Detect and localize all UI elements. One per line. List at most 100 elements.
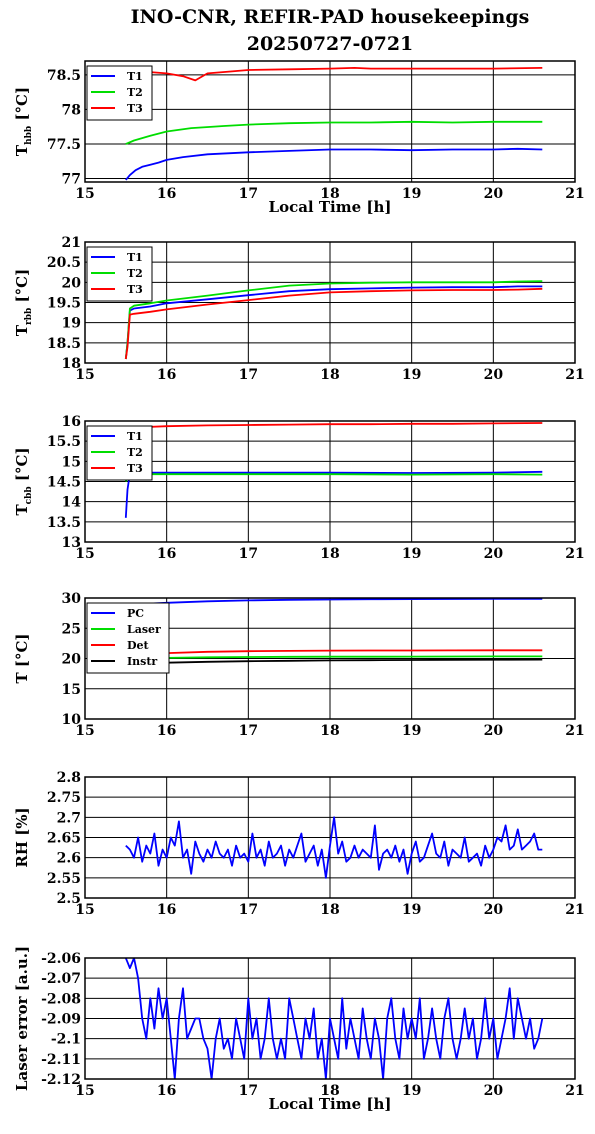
x-tick-label: 20: [484, 1083, 504, 1099]
plot-frame: [84, 241, 576, 364]
x-tick-label: 20: [484, 723, 504, 739]
x-tick-label: 21: [565, 186, 584, 202]
legend-label: T1: [127, 430, 143, 443]
panels: 15 16 17 18 19 20 21 77 77.5 78 78.5 T1 T2 T3 Thbb [°C…: [13, 60, 585, 1113]
legend: T1 T2 T3: [86, 246, 153, 302]
x-tick-label: 17: [239, 186, 258, 202]
x-tick-label: 17: [239, 367, 258, 383]
y-axis-label: Thbb [°C]: [13, 87, 34, 156]
series-line-t1: [125, 147, 543, 181]
x-tick-label: 21: [565, 1083, 584, 1099]
y-tick-label: 30: [62, 591, 82, 607]
y-tick-label: 13.5: [47, 515, 81, 531]
y-tick-label: -2.1: [51, 1032, 81, 1048]
x-tick-label: 19: [402, 186, 421, 202]
legend: T1 T2 T3: [86, 425, 153, 481]
y-tick-label: 13: [62, 535, 81, 551]
y-tick-label: 21: [62, 235, 81, 251]
y-tick-label: 2.75: [47, 790, 81, 806]
y-tick-label: 78.5: [47, 68, 81, 84]
x-tick-label: 19: [402, 367, 421, 383]
chart-panel-4: 15 16 17 18 19 20 211015202530PCLaserDetInstrT…: [13, 591, 585, 739]
plot-frame: [84, 597, 576, 720]
y-axis-label: RH [%]: [13, 807, 31, 867]
y-axis-label-subscript: hbb: [24, 126, 34, 145]
y-tick-label: -2.11: [41, 1052, 81, 1068]
legend-label: T3: [127, 102, 143, 115]
series-line-data: [124, 958, 544, 1079]
legend-label: T3: [127, 462, 143, 475]
legend-label: T2: [127, 446, 143, 459]
x-tick-label: 15: [75, 546, 94, 562]
y-tick-label: 16: [62, 414, 81, 430]
chart-panel-3: 15 16 17 18 19 20 21 13 13.5 14 14.5 15 15.5 16 T1 T2 T3…: [13, 414, 585, 562]
x-tick-label: 19: [402, 1083, 421, 1099]
y-tick-label: 14.5: [47, 475, 81, 491]
x-axis-label: Local Time [h]: [269, 1095, 392, 1113]
legend: PC Laser Det Instr: [86, 602, 170, 674]
y-tick-label: 2.55: [47, 871, 81, 887]
y-axis-label-unit: [°C]: [13, 447, 31, 486]
series-line-data: [125, 816, 543, 879]
x-tick-label: 16: [157, 367, 176, 383]
y-tick-label: 14: [62, 495, 82, 511]
y-axis-label-unit: [°C]: [13, 87, 31, 126]
figure-title: INO-CNR, REFIR-PAD housekeepings: [131, 6, 530, 28]
x-tick-label: 19: [402, 902, 421, 918]
y-tick-label: 20.5: [47, 255, 81, 271]
y-tick-label: 2.65: [47, 831, 81, 847]
y-tick-label: 77.5: [47, 137, 81, 153]
y-tick-label: 18: [62, 356, 81, 372]
y-axis-label-main: T: [13, 144, 31, 156]
chart-panel-2: 15 16 17 18 19 20 21 18 18.5 19 19.5 20 20.5 21 T1 T2 T3…: [13, 235, 585, 383]
y-tick-label: 19.5: [47, 296, 81, 312]
x-tick-label: 17: [239, 1083, 258, 1099]
y-tick-label: 10: [62, 712, 82, 728]
series-line-det: [125, 649, 543, 658]
y-tick-label: 15: [62, 682, 81, 698]
x-tick-label: 17: [239, 723, 258, 739]
y-axis-label-main: T: [13, 324, 31, 336]
x-tick-label: 18: [320, 186, 339, 202]
figure-subtitle: 20250727-0721: [247, 33, 414, 55]
x-tick-label: 15: [75, 186, 94, 202]
series-line-t1: [124, 470, 543, 518]
x-tick-label: 18: [320, 367, 339, 383]
y-tick-label: 77: [62, 172, 81, 188]
x-tick-label: 16: [157, 546, 176, 562]
x-tick-label: 18: [320, 1083, 339, 1099]
y-tick-label: 78: [62, 102, 81, 118]
legend-label: T2: [127, 267, 143, 280]
x-tick-label: 20: [484, 546, 504, 562]
y-tick-label: -2.07: [41, 971, 81, 987]
y-axis-label-main: RH [%]: [13, 807, 31, 867]
y-tick-label: 20: [62, 275, 82, 291]
x-tick-label: 16: [157, 1083, 176, 1099]
y-tick-label: 2.7: [57, 810, 81, 826]
y-tick-label: 15.5: [47, 434, 81, 450]
x-tick-label: 17: [239, 546, 258, 562]
y-axis-label-main: T: [13, 504, 31, 516]
y-axis-label-main: T [°C]: [13, 633, 31, 683]
series-line-t2: [125, 120, 543, 145]
x-tick-label: 16: [157, 723, 176, 739]
chart-panel-6: 15 16 17 18 19 20 21 -2.12 -2.11 -2.1 -2.09 -2.08 -2…: [13, 946, 585, 1113]
legend-label: Laser: [127, 623, 161, 636]
plot-frame: [84, 957, 576, 1080]
y-axis-label-subscript: rbb: [24, 308, 34, 325]
plot-frame: [84, 776, 576, 899]
x-tick-label: 21: [565, 546, 584, 562]
y-axis-label: T [°C]: [13, 633, 31, 683]
series-line-t3: [125, 422, 543, 429]
x-tick-label: 17: [239, 902, 258, 918]
chart-panel-5: 15 16 17 18 19 20 21 2.5 2.55 2.6 2.65 2.7 2.75 2.8 RH…: [13, 770, 585, 918]
y-tick-label: 25: [62, 621, 81, 637]
series-line-t3: [124, 287, 543, 360]
series-line-t2: [124, 280, 543, 360]
y-tick-label: -2.06: [41, 951, 81, 967]
y-axis-label-subscript: cbb: [24, 486, 34, 504]
x-tick-label: 16: [157, 902, 176, 918]
legend-label: T1: [127, 251, 143, 264]
legend-label: PC: [127, 607, 144, 620]
